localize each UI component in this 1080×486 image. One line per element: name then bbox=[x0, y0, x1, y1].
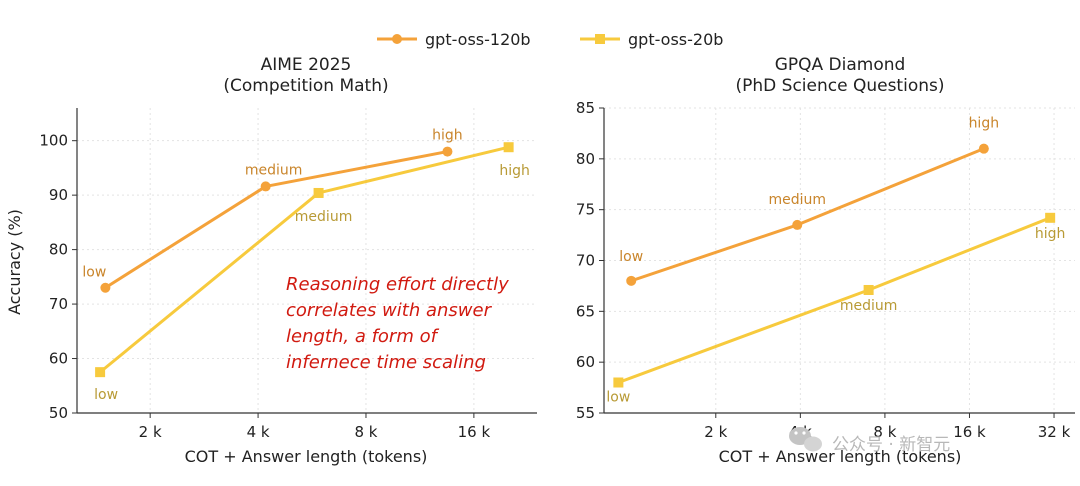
gpqa-point-120b-high bbox=[978, 143, 989, 154]
aime-chart: AIME 2025 (Competition Math) COT + Answe… bbox=[5, 55, 537, 466]
aime-point-label-120b: low bbox=[82, 265, 106, 281]
aime-point-label-20b: high bbox=[499, 163, 530, 179]
watermark: 公众号 · 新智元 bbox=[789, 427, 950, 455]
gpqa-chart-subtitle: (PhD Science Questions) bbox=[736, 76, 945, 96]
aime-point-120b-high bbox=[442, 146, 453, 157]
aime-y-tick-label: 70 bbox=[49, 295, 68, 313]
gpqa-point-20b-high bbox=[1045, 212, 1056, 223]
gpqa-point-20b-low bbox=[613, 377, 624, 388]
legend-label-120b: gpt-oss-120b bbox=[425, 30, 531, 49]
gpqa-point-label-20b: low bbox=[606, 390, 630, 406]
aime-point-label-120b: medium bbox=[245, 162, 303, 178]
wechat-icon bbox=[789, 427, 822, 452]
annotation-note: Reasoning effort directly correlates wit… bbox=[286, 274, 509, 373]
gpqa-point-120b-low bbox=[626, 275, 637, 286]
aime-x-tick-label: 8 k bbox=[354, 423, 377, 441]
gpqa-x-tick-label: 32 k bbox=[1038, 423, 1071, 441]
gpqa-point-120b-medium bbox=[792, 219, 803, 230]
aime-point-label-20b: low bbox=[94, 387, 118, 403]
gpqa-y-tick-label: 70 bbox=[576, 252, 595, 270]
aime-x-tick-label: 16 k bbox=[458, 423, 491, 441]
gpqa-y-tick-label: 75 bbox=[576, 201, 595, 219]
aime-x-tick-label: 2 k bbox=[139, 423, 162, 441]
aime-axes: 50 60 70 80 90 100 2 k 4 k 8 k 16 k bbox=[39, 108, 537, 441]
gpqa-chart-title: GPQA Diamond bbox=[775, 55, 906, 75]
aime-series: low medium high low medium high bbox=[82, 128, 529, 404]
gpqa-grid bbox=[604, 107, 1075, 414]
gpqa-y-tick-label: 65 bbox=[576, 302, 595, 320]
gpqa-point-20b-medium bbox=[863, 284, 874, 295]
gpqa-x-tick-label: 8 k bbox=[873, 423, 896, 441]
aime-point-120b-medium bbox=[260, 181, 271, 192]
aime-chart-title: AIME 2025 bbox=[261, 55, 352, 75]
aime-point-20b-medium bbox=[313, 187, 324, 198]
gpqa-y-tick-label: 85 bbox=[576, 99, 595, 117]
gpqa-y-tick-label: 55 bbox=[576, 404, 595, 422]
legend-label-20b: gpt-oss-20b bbox=[628, 30, 723, 49]
annotation-note-line-2: correlates with answer bbox=[286, 300, 493, 321]
gpqa-point-label-20b: high bbox=[1035, 226, 1066, 242]
gpqa-point-label-120b: medium bbox=[768, 192, 826, 208]
aime-point-20b-low bbox=[95, 367, 106, 378]
aime-point-20b-high bbox=[503, 142, 514, 153]
legend: gpt-oss-120b gpt-oss-20b bbox=[377, 30, 723, 49]
aime-point-label-20b: medium bbox=[295, 209, 353, 225]
aime-y-tick-label: 50 bbox=[49, 404, 68, 422]
gpqa-x-axis-label: COT + Answer length (tokens) bbox=[719, 447, 962, 466]
gpqa-x-tick-label: 16 k bbox=[953, 423, 986, 441]
annotation-note-line-1: Reasoning effort directly bbox=[286, 274, 509, 295]
aime-point-120b-low bbox=[100, 282, 111, 293]
aime-y-tick-label: 80 bbox=[49, 241, 68, 259]
gpqa-point-label-120b: low bbox=[619, 249, 643, 265]
aime-y-tick-label: 100 bbox=[39, 132, 68, 150]
aime-x-tick-label: 4 k bbox=[247, 423, 270, 441]
gpqa-line-120b bbox=[630, 147, 985, 283]
annotation-note-line-4: infernece time scaling bbox=[286, 352, 486, 373]
gpqa-x-tick-label: 2 k bbox=[704, 423, 727, 441]
gpqa-point-label-120b: high bbox=[969, 116, 1000, 132]
aime-chart-subtitle: (Competition Math) bbox=[223, 76, 388, 96]
legend-marker-20b bbox=[595, 34, 605, 44]
watermark-text: 公众号 · 新智元 bbox=[832, 435, 950, 455]
aime-x-axis-label: COT + Answer length (tokens) bbox=[185, 447, 428, 466]
gpqa-point-label-20b: medium bbox=[840, 298, 898, 314]
aime-point-label-120b: high bbox=[432, 128, 463, 144]
aime-y-axis-label: Accuracy (%) bbox=[5, 209, 24, 315]
gpqa-chart: GPQA Diamond (PhD Science Questions) COT… bbox=[576, 55, 1075, 466]
gpqa-series: low medium high low medium high bbox=[606, 116, 1065, 406]
aime-y-tick-label: 90 bbox=[49, 186, 68, 204]
gpqa-y-tick-label: 60 bbox=[576, 353, 595, 371]
legend-marker-120b bbox=[392, 34, 402, 44]
annotation-note-line-3: length, a form of bbox=[286, 326, 440, 347]
aime-y-tick-label: 60 bbox=[49, 350, 68, 368]
gpqa-y-tick-label: 80 bbox=[576, 150, 595, 168]
gpqa-line-20b bbox=[617, 216, 1051, 384]
